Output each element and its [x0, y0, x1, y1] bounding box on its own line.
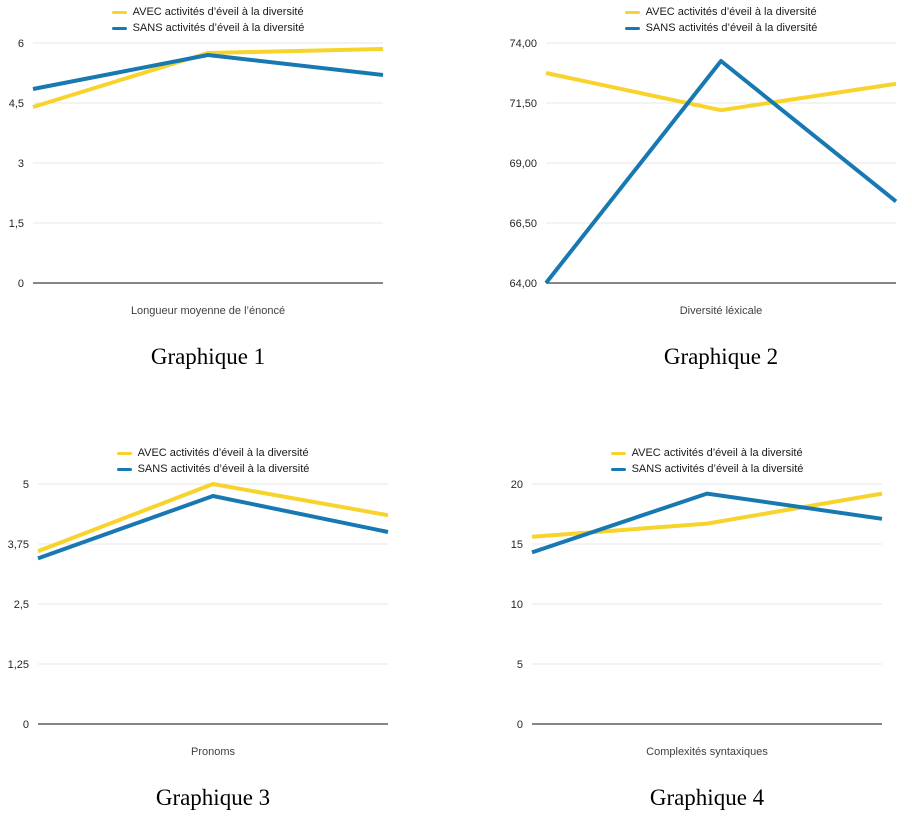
legend-item-avec: AVEC activités d’éveil à la diversité [624, 6, 818, 19]
chart-legend: AVEC activités d’éveil à la diversité SA… [33, 6, 383, 35]
svg-text:2,5: 2,5 [14, 599, 29, 611]
line-chart-graphique-3: 0 1,25 2,5 3,75 5 [8, 479, 389, 730]
svg-text:1,25: 1,25 [8, 659, 29, 671]
legend-swatch-avec-icon [111, 11, 127, 14]
svg-text:0: 0 [18, 278, 24, 289]
x-axis-title: Complexités syntaxiques [646, 746, 768, 758]
svg-text:74,00: 74,00 [509, 38, 537, 50]
x-axis-title: Longueur moyenne de l’énoncé [130, 305, 286, 317]
svg-text:71,50: 71,50 [509, 98, 537, 110]
legend-item-avec: AVEC activités d’éveil à la diversité [610, 447, 804, 460]
chart-legend: AVEC activités d’éveil à la diversité SA… [546, 6, 896, 35]
chart-caption: Graphique 3 [155, 785, 271, 810]
legend-label-avec: AVEC activités d’éveil à la diversité [631, 447, 803, 459]
line-chart-graphique-4: 0 5 10 15 20 [511, 479, 883, 730]
legend-item-sans: SANS activités d’éveil à la diversité [624, 22, 818, 35]
svg-text:15: 15 [511, 539, 523, 551]
svg-text:5: 5 [517, 659, 523, 671]
chart-caption: Graphique 2 [663, 344, 779, 369]
legend-label-sans: SANS activités d’éveil à la diversité [645, 22, 818, 34]
legend-label-sans: SANS activités d’éveil à la diversité [137, 463, 310, 475]
legend-label-avec: AVEC activités d’éveil à la diversité [137, 447, 309, 459]
legend-swatch-avec-icon [116, 452, 132, 455]
line-chart-graphique-1: 0 1,5 3 4,5 6 [9, 38, 384, 289]
chart-panel-graphique-2: AVEC activités d’éveil à la diversité SA… [456, 0, 912, 425]
svg-text:3: 3 [18, 158, 24, 170]
legend-swatch-sans-icon [116, 468, 132, 471]
chart-panel-graphique-3: AVEC activités d’éveil à la diversité SA… [0, 425, 456, 817]
line-chart-graphique-2: 64,00 66,50 69,00 71,50 74,00 [509, 38, 898, 289]
chart-caption: Graphique 1 [150, 344, 266, 369]
svg-text:4,5: 4,5 [9, 98, 24, 110]
legend-label-sans: SANS activités d’éveil à la diversité [132, 22, 305, 34]
legend-item-avec: AVEC activités d’éveil à la diversité [116, 447, 310, 460]
legend-item-avec: AVEC activités d’éveil à la diversité [111, 6, 305, 19]
svg-text:20: 20 [511, 479, 523, 491]
legend-swatch-sans-icon [624, 27, 640, 30]
legend-label-avec: AVEC activités d’éveil à la diversité [132, 6, 304, 18]
legend-item-sans: SANS activités d’éveil à la diversité [610, 463, 804, 476]
legend-swatch-avec-icon [624, 11, 640, 14]
legend-swatch-avec-icon [610, 452, 626, 455]
chart-panel-graphique-4: AVEC activités d’éveil à la diversité SA… [456, 425, 912, 817]
svg-text:5: 5 [23, 479, 29, 491]
chart-legend: AVEC activités d’éveil à la diversité SA… [532, 447, 882, 476]
svg-text:69,00: 69,00 [509, 158, 537, 170]
x-axis-title: Pronoms [190, 746, 236, 758]
svg-text:1,5: 1,5 [9, 218, 24, 230]
legend-item-sans: SANS activités d’éveil à la diversité [116, 463, 310, 476]
svg-text:66,50: 66,50 [509, 218, 537, 230]
x-axis-title: Diversité léxicale [679, 305, 763, 317]
svg-text:3,75: 3,75 [8, 539, 29, 551]
legend-swatch-sans-icon [610, 468, 626, 471]
legend-label-sans: SANS activités d’éveil à la diversité [631, 463, 804, 475]
legend-swatch-sans-icon [111, 27, 127, 30]
legend-label-avec: AVEC activités d’éveil à la diversité [645, 6, 817, 18]
svg-text:0: 0 [23, 719, 29, 730]
chart-panel-graphique-1: AVEC activités d’éveil à la diversité SA… [0, 0, 456, 425]
chart-legend: AVEC activités d’éveil à la diversité SA… [38, 447, 388, 476]
svg-text:64,00: 64,00 [509, 278, 537, 289]
svg-text:6: 6 [18, 38, 24, 50]
legend-item-sans: SANS activités d’éveil à la diversité [111, 22, 305, 35]
svg-text:0: 0 [517, 719, 523, 730]
chart-caption: Graphique 4 [649, 785, 765, 810]
svg-text:10: 10 [511, 599, 523, 611]
